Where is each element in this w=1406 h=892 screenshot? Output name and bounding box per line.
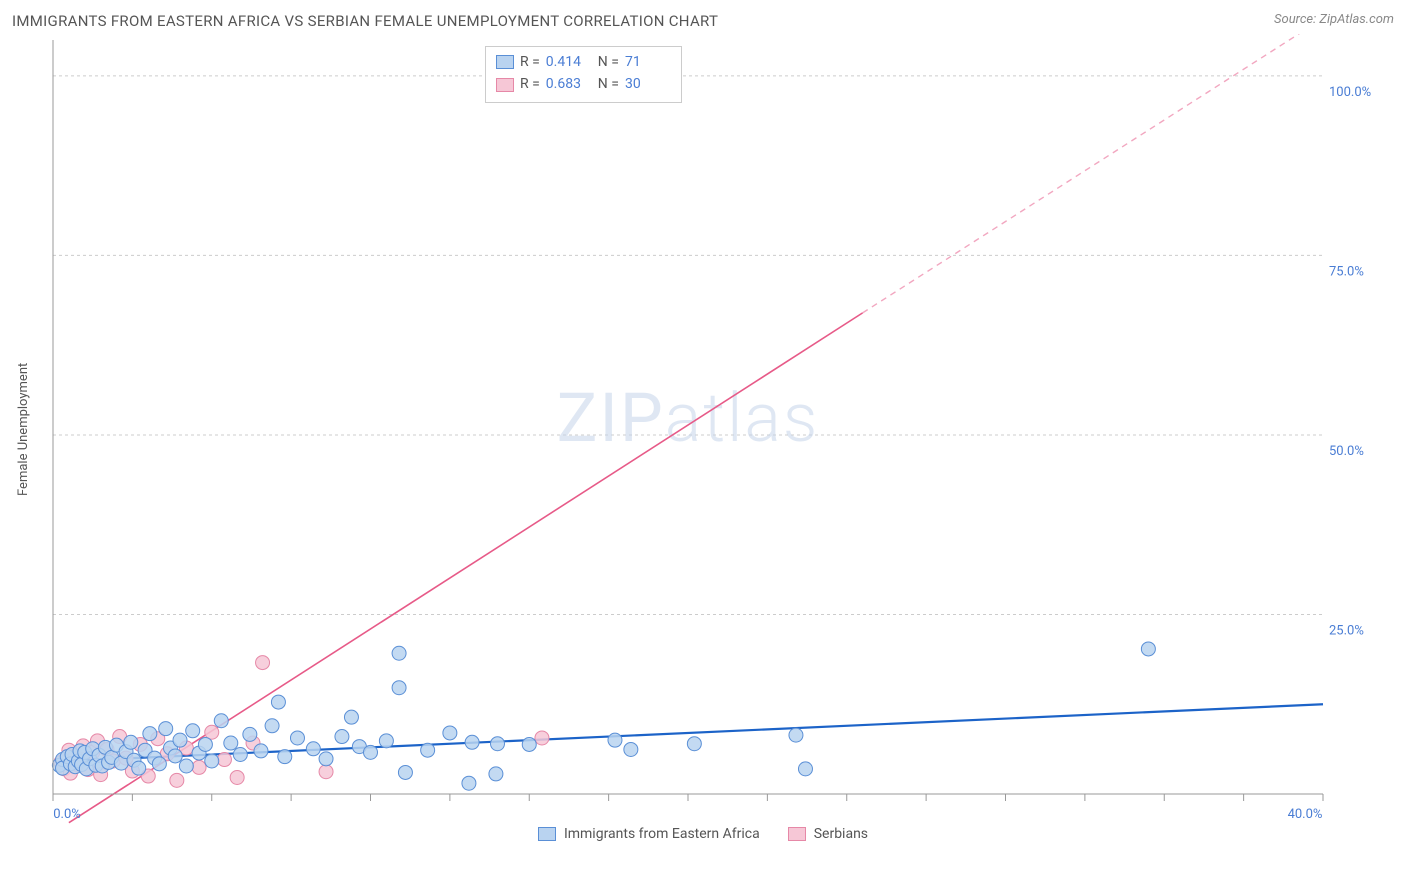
stat-n-label: N = — [598, 73, 619, 95]
svg-text:100.0%: 100.0% — [1329, 85, 1371, 100]
stat-r-value-b: 0.683 — [546, 73, 592, 95]
stat-r-label: R = — [520, 73, 540, 95]
swatch-series-b — [496, 78, 514, 92]
swatch-series-a — [538, 827, 556, 841]
y-axis-label: Female Unemployment — [12, 34, 33, 824]
legend-item-b: Serbians — [788, 826, 868, 842]
source-attribution: Source: ZipAtlas.com — [1274, 12, 1394, 27]
svg-text:ZIPatlas: ZIPatlas — [557, 378, 820, 458]
bottom-legend: Immigrants from Eastern Africa Serbians — [12, 826, 1394, 842]
svg-text:50.0%: 50.0% — [1329, 444, 1364, 459]
svg-text:25.0%: 25.0% — [1329, 623, 1364, 638]
stat-n-value-b: 30 — [625, 73, 671, 95]
stat-n-value-a: 71 — [625, 51, 671, 73]
chart-svg: 25.0% 50.0% 75.0% 100.0% ZIPatlas 0.0% 40.0% — [33, 34, 1383, 824]
svg-text:40.0%: 40.0% — [1288, 807, 1323, 822]
legend-label-a: Immigrants from Eastern Africa — [564, 826, 760, 842]
legend-item-a: Immigrants from Eastern Africa — [538, 826, 760, 842]
legend-label-b: Serbians — [814, 826, 868, 842]
stat-row-series-b: R = 0.683 N = 30 — [496, 73, 671, 95]
chart-title: IMMIGRANTS FROM EASTERN AFRICA VS SERBIA… — [12, 12, 718, 30]
stat-row-series-a: R = 0.414 N = 71 — [496, 51, 671, 73]
stat-r-label: R = — [520, 51, 540, 73]
svg-text:75.0%: 75.0% — [1329, 264, 1364, 279]
correlation-stats-box: R = 0.414 N = 71 R = 0.683 N = 30 — [485, 46, 682, 103]
stat-r-value-a: 0.414 — [546, 51, 592, 73]
stat-n-label: N = — [598, 51, 619, 73]
swatch-series-b — [788, 827, 806, 841]
swatch-series-a — [496, 55, 514, 69]
svg-text:0.0%: 0.0% — [53, 807, 81, 822]
scatter-chart: 25.0% 50.0% 75.0% 100.0% ZIPatlas 0.0% 40.0% R… — [33, 34, 1394, 824]
